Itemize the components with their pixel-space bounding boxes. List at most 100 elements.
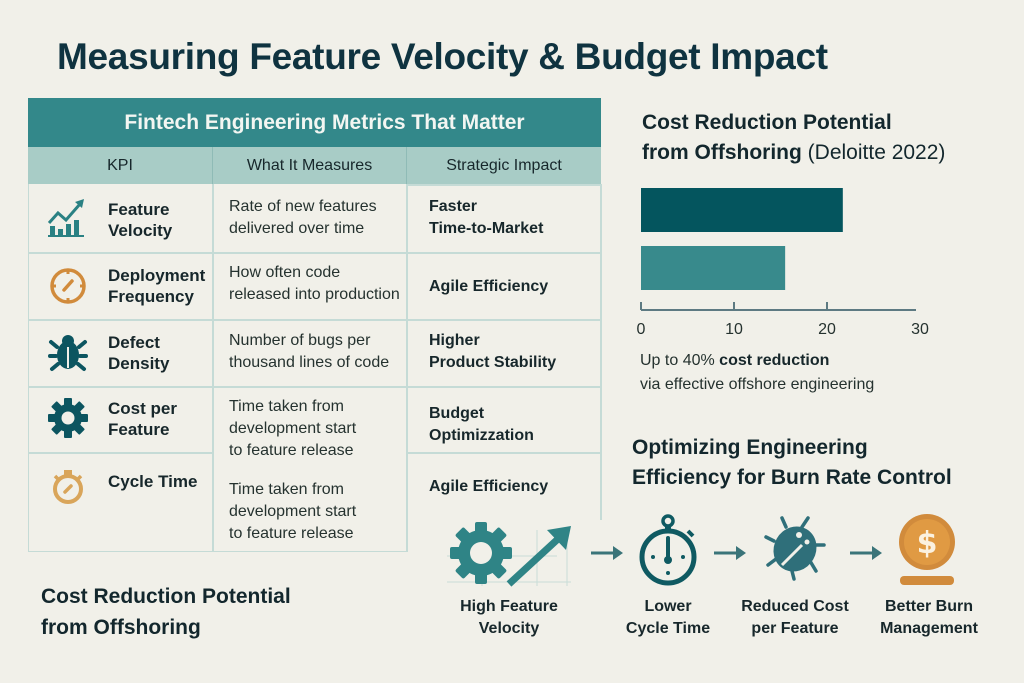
kpi-impact-line: Agile Efficiency [429, 278, 549, 295]
x-tick-label: 0 [637, 321, 646, 338]
kpi-measures-line: Time taken from [229, 398, 344, 415]
flow-step-line: Cycle Time [625, 620, 711, 637]
chart-title-line: from Offshoring (Deloitte 2022) [642, 138, 945, 168]
kpi-name: Cost per Feature [108, 398, 177, 440]
kpi-name-line: Velocity [108, 221, 173, 240]
arrow-right-icon [714, 545, 746, 566]
kpi-impact-line: Faster [429, 198, 478, 215]
stopwatch-icon [46, 464, 90, 508]
chart-note-line: Up to 40% cost reduction [640, 349, 874, 373]
flow-title: Optimizing Engineering Efficiency for Bu… [632, 433, 952, 493]
kpi-name-line: Frequency [108, 287, 194, 306]
col-header-impact: Strategic Impact [446, 156, 562, 174]
kpi-measures-line: Rate of new features [229, 198, 377, 215]
chart-source: (Deloitte 2022) [807, 141, 946, 164]
kpi-name-line: Cycle Time [108, 472, 198, 491]
kpi-name-line: Defect [108, 333, 160, 352]
flow-step-label: Better Burn Management [864, 596, 994, 640]
kpi-name: Cycle Time [108, 471, 197, 492]
flow-step-label: High Feature Velocity [444, 596, 574, 640]
kpi-impact-line: Agile Efficiency [429, 478, 549, 495]
table-divider [407, 452, 601, 454]
flow-step-line: Lower [644, 598, 692, 615]
table-column-headers: KPI What It Measures Strategic Impact [28, 147, 601, 184]
page-title: Measuring Feature Velocity & Budget Impa… [57, 36, 828, 77]
kpi-impact-line: Higher [429, 332, 480, 349]
kpi-name-line: Feature [108, 200, 170, 219]
x-tick-label: 30 [911, 321, 929, 338]
table-divider [212, 184, 214, 552]
chart-title-main: from Offshoring [642, 141, 802, 164]
chart-title: Cost Reduction Potential from Offshoring… [642, 108, 945, 168]
kpi-measures-line: Time taken from [229, 481, 344, 498]
chart-note-bold: cost reduction [719, 352, 830, 369]
kpi-measures: Number of bugs per thousand lines of cod… [229, 330, 389, 374]
kpi-measures-line: development start [229, 503, 357, 520]
kpi-impact: Budget Optimizzation [429, 403, 534, 447]
kpi-name-line: Deployment [108, 266, 206, 285]
kpi-impact: Faster Time-to-Market [429, 196, 543, 240]
dollar-coin-icon: $ [894, 512, 960, 593]
flow-title-line: Efficiency for Burn Rate Control [632, 466, 952, 489]
kpi-impact: Higher Product Stability [429, 330, 556, 374]
table-divider [600, 184, 602, 520]
kpi-measures-line: development start [229, 420, 357, 437]
kpi-name: Feature Velocity [108, 199, 172, 241]
chart-note-prefix: Up to 40% [640, 352, 715, 369]
flow-step-line: per Feature [751, 620, 839, 637]
x-tick-label: 20 [818, 321, 836, 338]
kpi-measures-line: How often code [229, 264, 341, 281]
kpi-name: Deployment Frequency [108, 265, 205, 307]
kpi-measures-line: to feature release [229, 442, 354, 459]
table-divider [28, 386, 601, 388]
chart-title-line: Cost Reduction Potential [642, 111, 892, 134]
kpi-name-line: Cost per [108, 399, 177, 418]
bar [641, 188, 843, 232]
gear-icon [46, 396, 90, 440]
col-header-kpi: KPI [28, 147, 213, 184]
arrow-right-icon [591, 545, 623, 566]
gear-growth-icon [447, 520, 577, 590]
bug-icon [762, 515, 828, 586]
kpi-measures: Time taken from development start to fea… [229, 396, 356, 462]
x-tick-label: 10 [725, 321, 743, 338]
kpi-measures: Rate of new features delivered over time [229, 196, 377, 240]
svg-text:$: $ [917, 526, 938, 561]
kpi-impact-line: Optimizzation [429, 427, 534, 444]
table-divider [407, 184, 601, 186]
col-header-measures: What It Measures [213, 147, 407, 184]
table-divider [406, 184, 408, 552]
flow-step-line: Better Burn [884, 598, 973, 615]
kpi-impact-line: Product Stability [429, 354, 557, 371]
table-divider [28, 452, 213, 454]
arrow-right-icon [850, 545, 882, 566]
kpi-name-line: Feature [108, 420, 170, 439]
flow-step-line: Reduced Cost [741, 598, 849, 615]
gauge-icon [46, 264, 90, 308]
flow-step-label: Lower Cycle Time [603, 596, 733, 640]
kpi-impact-line: Time-to-Market [429, 220, 544, 237]
bar-chart: 0 10 20 30 [637, 188, 929, 338]
bottom-title-line: Cost Reduction Potential [41, 585, 291, 608]
flow-step-line: Velocity [478, 620, 540, 637]
kpi-name: Defect Density [108, 332, 169, 374]
table-divider [28, 252, 601, 254]
chart-note: Up to 40% cost reduction via effective o… [640, 349, 874, 397]
trend-chart-icon [46, 196, 90, 240]
kpi-name-line: Density [108, 354, 170, 373]
stopwatch-icon [636, 512, 700, 593]
table-divider [28, 319, 601, 321]
flow-step-label: Reduced Cost per Feature [730, 596, 860, 640]
chart-note-line: via effective offshore engineering [640, 376, 875, 393]
table-body-frame [28, 184, 408, 552]
kpi-impact-line: Budget [429, 405, 485, 422]
bug-icon [46, 331, 90, 375]
flow-step-line: High Feature [460, 598, 558, 615]
flow-step-line: Management [880, 620, 978, 637]
kpi-impact: Agile Efficiency [429, 476, 548, 498]
bottom-title-line: from Offshoring [41, 616, 201, 639]
flow-title-line: Optimizing Engineering [632, 436, 868, 459]
kpi-measures-line: thousand lines of code [229, 354, 390, 371]
kpi-measures-line: Number of bugs per [229, 332, 371, 349]
kpi-measures-line: released into production [229, 286, 400, 303]
